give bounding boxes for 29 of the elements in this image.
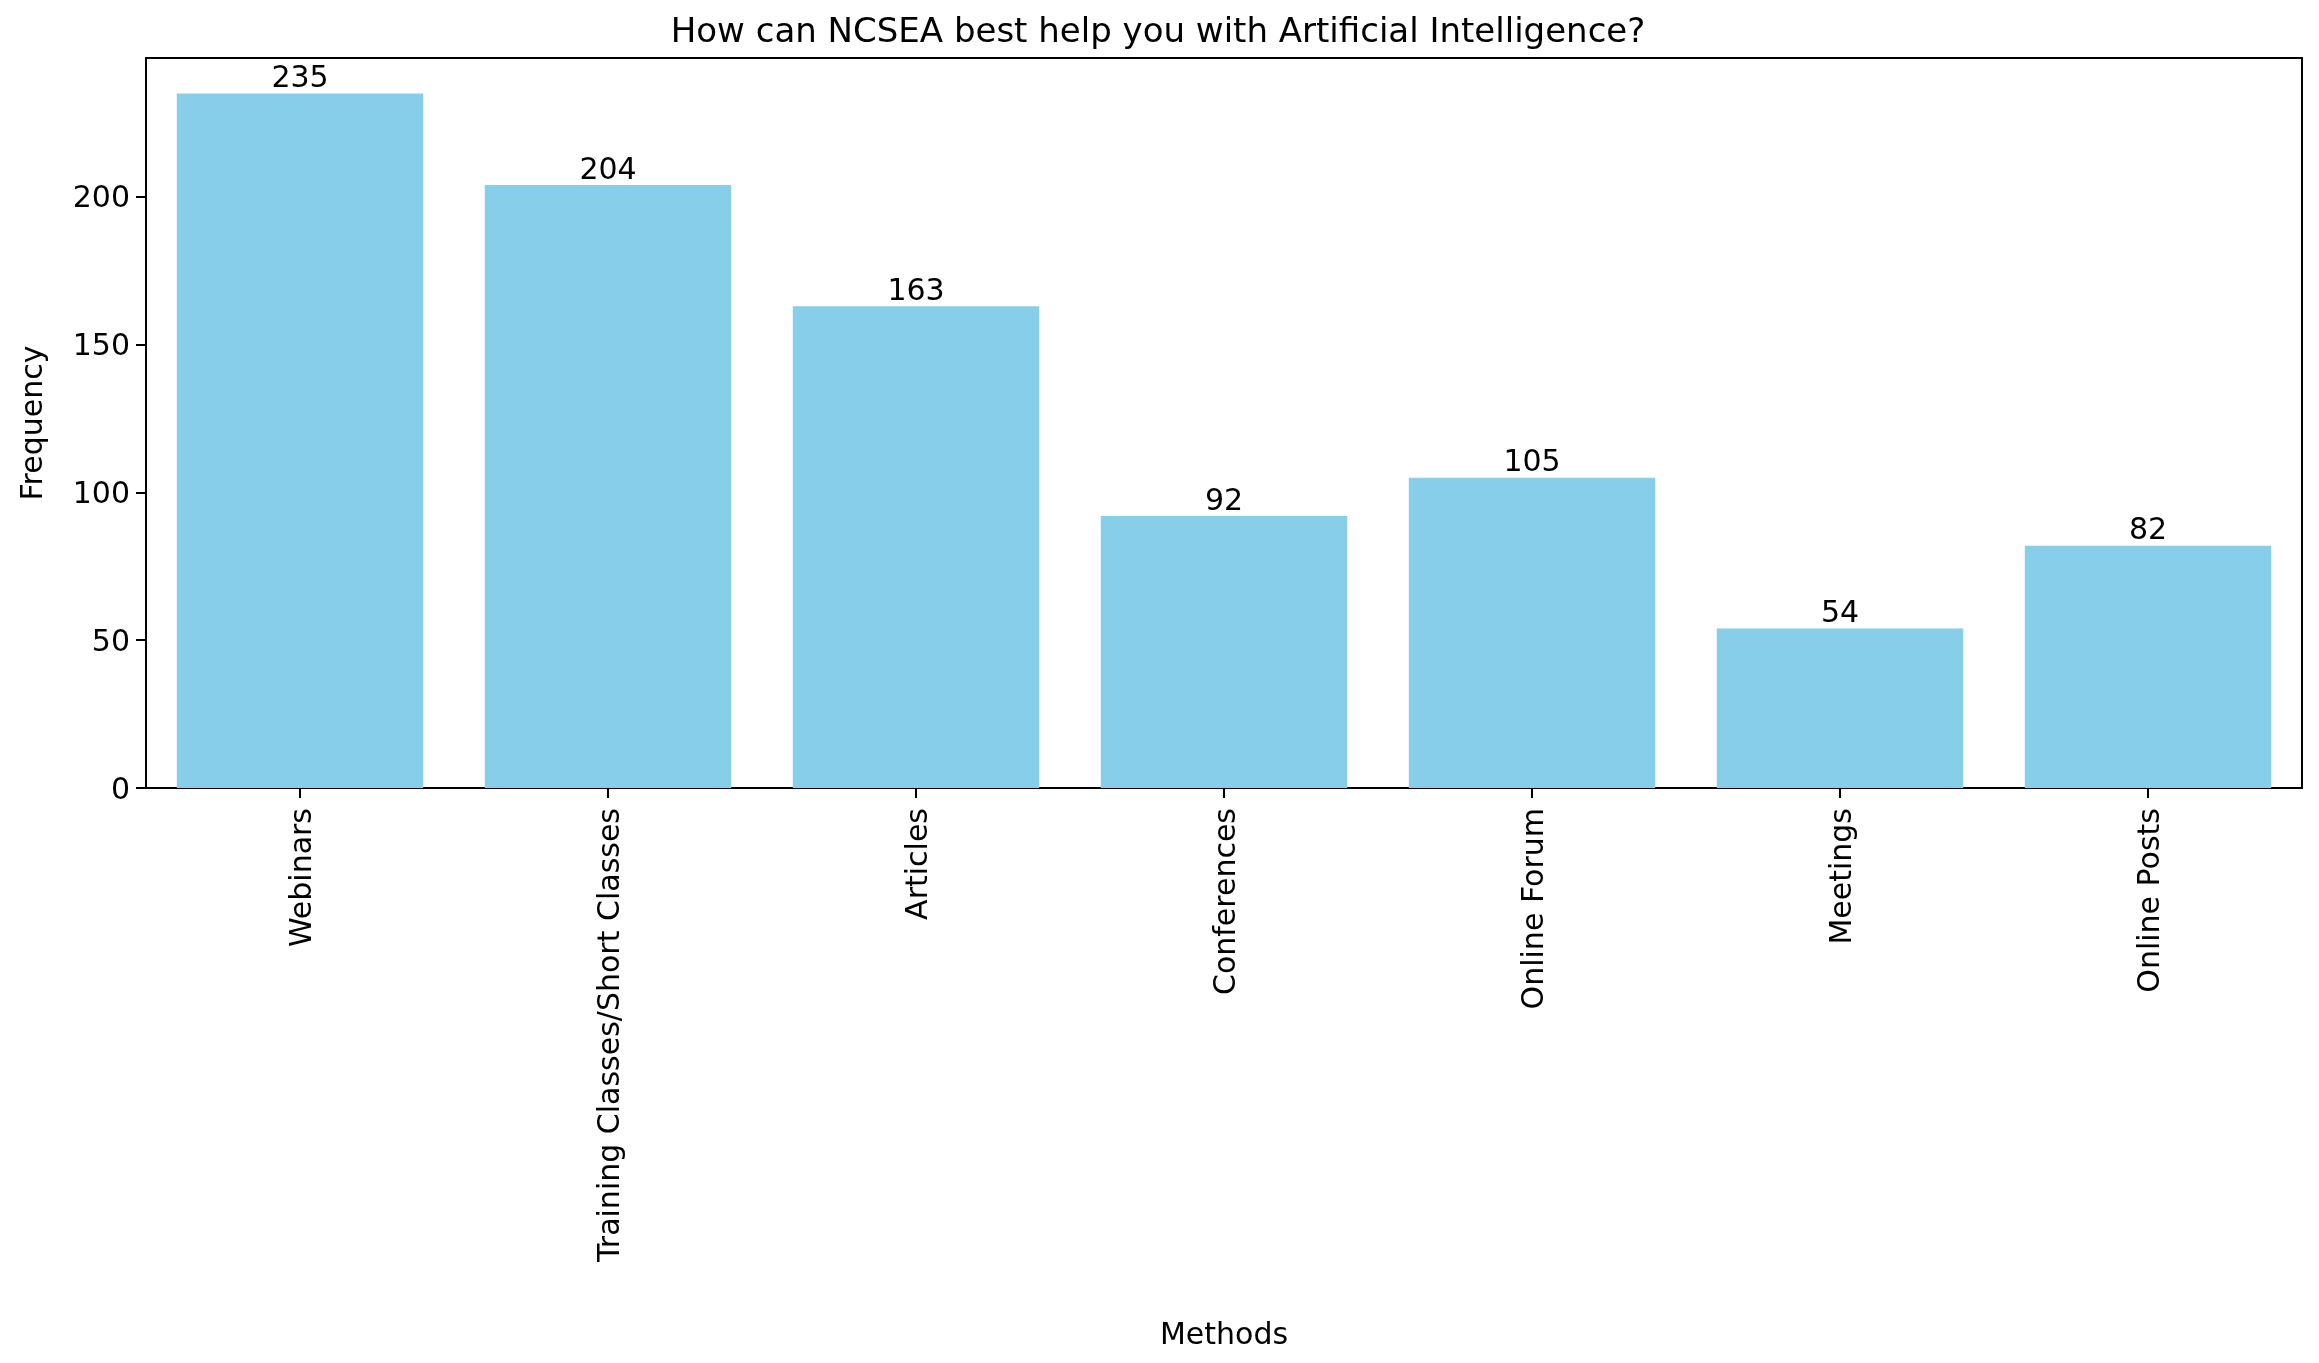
data-label: 92 [1204,481,1244,517]
data-label: 204 [579,150,637,186]
x-axis-title: Methods [1159,1315,1289,1351]
data-label: 54 [1820,593,1860,629]
bar [176,93,424,788]
y-tick-label: 0 [110,770,130,806]
y-tick-label: 200 [72,179,130,215]
x-tick-label: Meetings [1822,808,1858,945]
x-tick-label: Online Forum [1514,808,1550,1010]
bar [1716,628,1964,788]
x-tick-label: Online Posts [2130,808,2166,993]
bar [2024,545,2272,788]
x-tick-label: Conferences [1206,808,1242,996]
y-tick-label: 100 [72,474,130,510]
y-tick-label: 50 [91,622,130,658]
bar [1100,516,1348,788]
y-axis-title: Frequency [13,345,49,501]
x-tick-label: Webinars [282,808,318,948]
chart-title: How can NCSEA best help you with Artificial Intelligence? [670,10,1646,50]
x-tick-label: Training Classes/Short Classes [590,808,626,1264]
data-label: 235 [271,58,329,94]
x-tick-label: Articles [898,808,934,920]
data-label: 82 [2128,511,2168,547]
bar [1408,477,1656,788]
bar [792,306,1040,788]
bar [484,185,732,788]
data-label: 105 [1503,443,1561,479]
data-label: 163 [887,271,945,307]
y-tick-label: 150 [72,327,130,363]
